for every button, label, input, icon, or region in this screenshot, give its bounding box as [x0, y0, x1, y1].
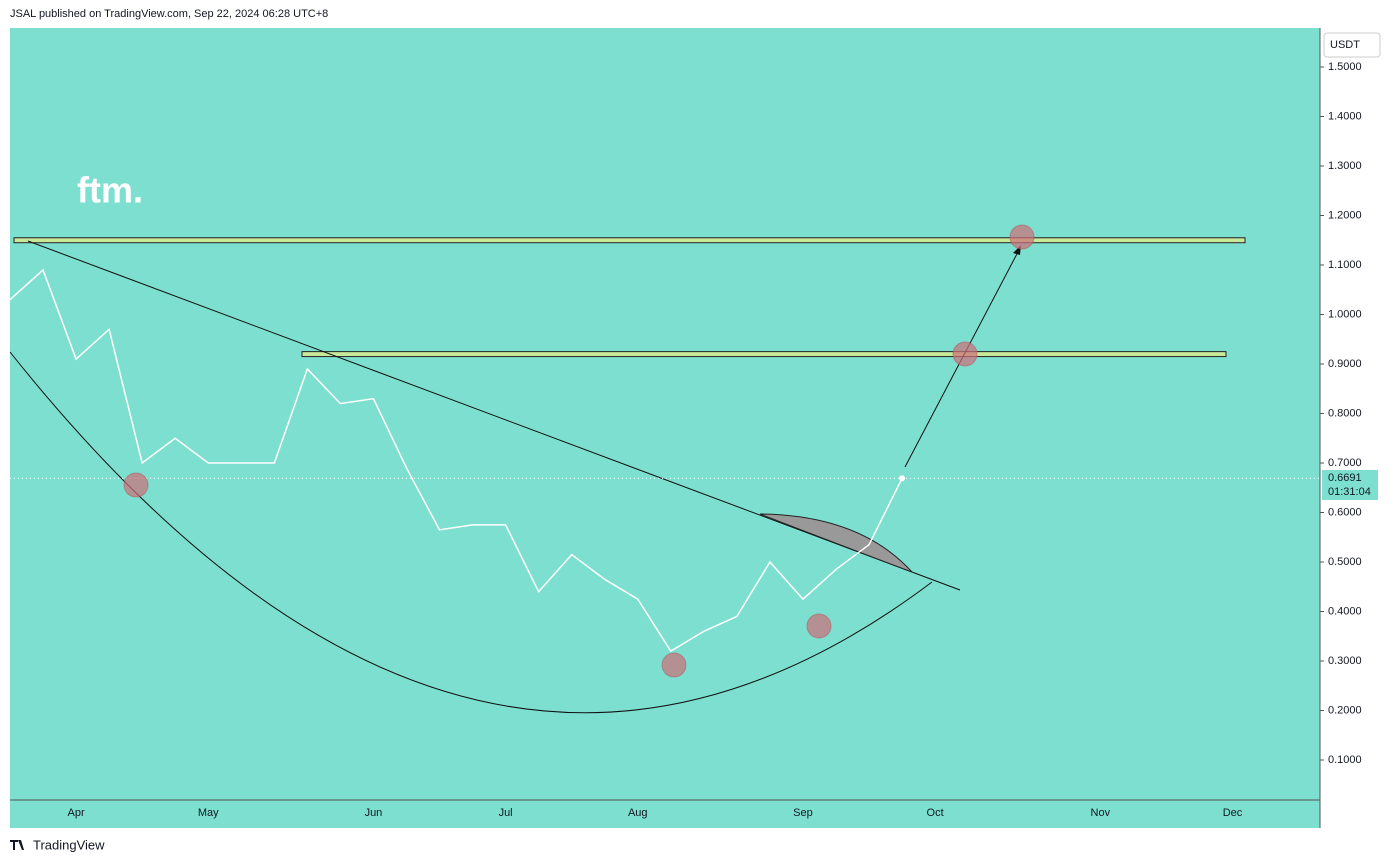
y-tick-label: 0.8000 — [1328, 407, 1362, 419]
plot-bg — [10, 28, 1320, 828]
countdown: 01:31:04 — [1328, 486, 1371, 498]
bowl-curve — [9, 351, 933, 714]
x-tick-label: Jul — [499, 807, 513, 819]
circle-marker — [661, 652, 687, 678]
y-tick-label: 1.4000 — [1328, 110, 1362, 122]
currency: USDT — [1330, 39, 1360, 51]
x-tick-label: Jun — [365, 807, 383, 819]
y-tick-label: 0.2000 — [1328, 704, 1362, 716]
x-tick-label: Dec — [1223, 807, 1243, 819]
footer: TradingView — [33, 837, 105, 852]
y-tick-label: 0.3000 — [1328, 655, 1362, 667]
y-tick-label: 0.6000 — [1328, 506, 1362, 518]
header: JSAL published on TradingView.com, Sep 2… — [10, 8, 328, 20]
x-tick-label: Aug — [628, 807, 648, 819]
currency-box[interactable] — [1323, 32, 1381, 58]
x-tick-label: Nov — [1091, 807, 1111, 819]
y-tick-label: 0.5000 — [1328, 556, 1362, 568]
lens-shape — [759, 513, 913, 573]
circle-marker — [1009, 224, 1035, 250]
x-tick-label: Apr — [68, 807, 85, 819]
y-tick-label: 0.9000 — [1328, 358, 1362, 370]
circle-marker — [123, 472, 149, 498]
x-tick-label: Sep — [793, 807, 813, 819]
logo — [10, 840, 24, 850]
x-tick-label: Oct — [927, 807, 944, 819]
circle-marker — [806, 613, 832, 639]
last-price: 0.6691 — [1328, 472, 1362, 484]
y-tick-label: 1.2000 — [1328, 209, 1362, 221]
y-tick-label: 1.3000 — [1328, 160, 1362, 172]
y-tick-label: 0.1000 — [1328, 754, 1362, 766]
trendline — [27, 240, 961, 591]
zone — [301, 351, 1227, 358]
y-tick-label: 1.1000 — [1328, 259, 1362, 271]
markers — [123, 224, 1035, 678]
price-line — [9, 268, 903, 653]
y-tick-label: 1.5000 — [1328, 61, 1362, 73]
y-tick-label: 0.7000 — [1328, 457, 1362, 469]
zone — [13, 237, 1246, 244]
annotation: ftm. — [77, 170, 143, 211]
x-tick-label: May — [198, 807, 219, 819]
last-price-box — [1322, 470, 1378, 500]
y-tick-label: 0.4000 — [1328, 605, 1362, 617]
last-point — [899, 475, 906, 482]
y-tick-label: 1.0000 — [1328, 308, 1362, 320]
circle-marker — [952, 341, 978, 367]
price-axis-bg — [1321, 28, 1395, 828]
